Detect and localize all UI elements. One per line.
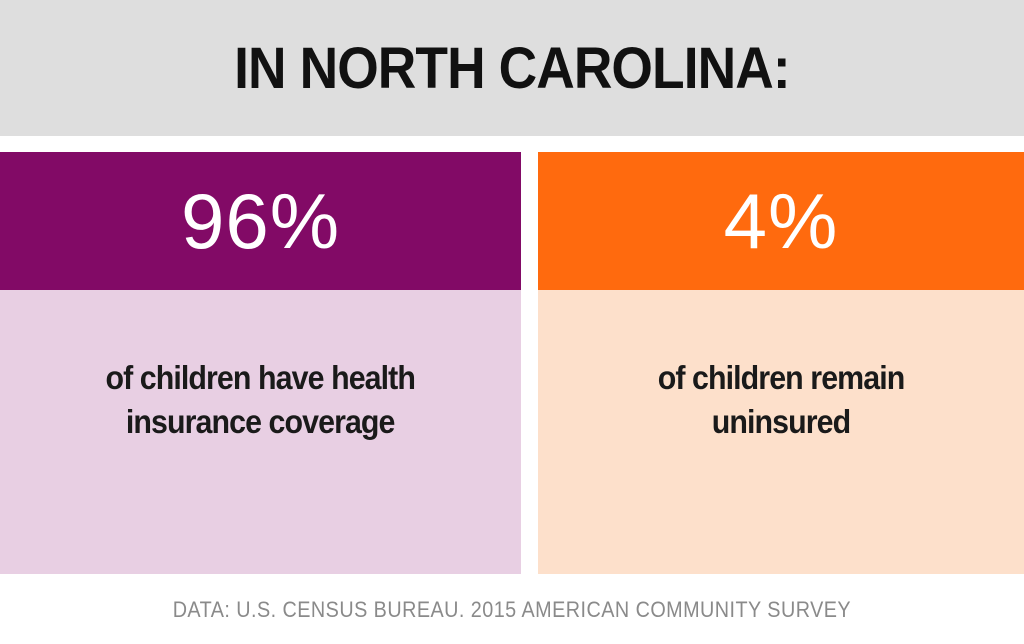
uninsured-description-area: of children remain uninsured — [538, 290, 1024, 574]
uninsured-description-line-1: of children remain — [657, 359, 906, 396]
insured-stat-band: 96% — [0, 152, 521, 290]
insured-description: of children have health insurance covera… — [106, 356, 416, 574]
page-title: IN NORTH CAROLINA: — [234, 35, 790, 101]
uninsured-description: of children remain uninsured — [657, 356, 906, 574]
insured-description-area: of children have health insurance covera… — [0, 290, 521, 574]
title-banner: IN NORTH CAROLINA: — [0, 0, 1024, 136]
uninsured-description-line-2: uninsured — [711, 403, 851, 440]
source-footer: DATA: U.S. CENSUS BUREAU. 2015 AMERICAN … — [0, 590, 1024, 630]
insured-percentage: 96% — [180, 176, 341, 265]
uninsured-panel: 4% of children remain uninsured — [538, 152, 1024, 574]
insured-description-line-2: insurance coverage — [126, 403, 396, 440]
insured-panel: 96% of children have health insurance co… — [0, 152, 521, 574]
insured-description-line-1: of children have health — [105, 359, 416, 396]
data-source-note: DATA: U.S. CENSUS BUREAU. 2015 AMERICAN … — [172, 597, 852, 622]
uninsured-stat-band: 4% — [538, 152, 1024, 290]
uninsured-percentage: 4% — [723, 176, 839, 265]
